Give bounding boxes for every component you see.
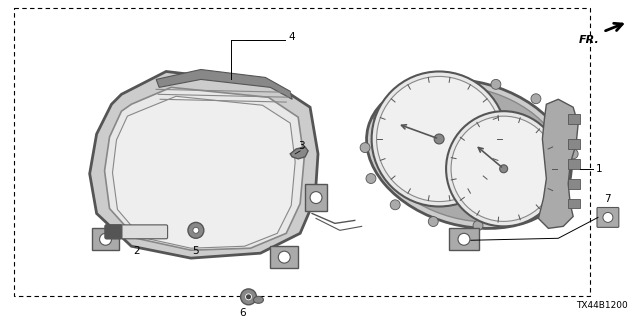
Circle shape [376, 76, 502, 202]
Text: 2: 2 [133, 246, 140, 256]
Circle shape [549, 190, 559, 200]
Text: 4: 4 [288, 32, 295, 42]
Circle shape [188, 222, 204, 238]
Ellipse shape [374, 86, 564, 222]
Polygon shape [113, 96, 295, 248]
FancyBboxPatch shape [568, 139, 580, 149]
FancyBboxPatch shape [105, 225, 122, 239]
Circle shape [446, 78, 456, 88]
Circle shape [451, 116, 556, 221]
FancyBboxPatch shape [568, 114, 580, 124]
Circle shape [310, 192, 322, 204]
Text: 6: 6 [239, 308, 246, 318]
Text: 7: 7 [605, 194, 611, 204]
Text: 1: 1 [596, 164, 603, 174]
Circle shape [434, 134, 444, 144]
Circle shape [568, 149, 578, 159]
Text: 3: 3 [298, 141, 305, 151]
Circle shape [446, 111, 561, 226]
Text: 5: 5 [193, 246, 199, 256]
Circle shape [366, 173, 376, 183]
Circle shape [390, 200, 400, 210]
FancyBboxPatch shape [568, 179, 580, 188]
Text: FR.: FR. [579, 35, 600, 45]
Polygon shape [104, 87, 304, 250]
Circle shape [516, 211, 526, 221]
FancyBboxPatch shape [105, 225, 168, 239]
Circle shape [278, 251, 290, 263]
Circle shape [246, 294, 252, 300]
Circle shape [491, 79, 501, 89]
Circle shape [428, 217, 438, 227]
Circle shape [559, 118, 568, 128]
FancyBboxPatch shape [568, 199, 580, 209]
Circle shape [372, 71, 507, 206]
Polygon shape [90, 71, 318, 258]
Circle shape [531, 94, 541, 104]
Circle shape [100, 233, 111, 245]
Circle shape [360, 143, 370, 153]
Circle shape [603, 212, 613, 222]
Text: TX44B1200: TX44B1200 [576, 301, 628, 310]
Ellipse shape [367, 79, 572, 228]
Circle shape [374, 113, 383, 123]
Circle shape [404, 90, 414, 100]
FancyBboxPatch shape [305, 184, 327, 212]
Circle shape [193, 227, 199, 233]
FancyBboxPatch shape [449, 228, 479, 250]
Circle shape [458, 233, 470, 245]
Ellipse shape [253, 296, 264, 303]
Circle shape [241, 289, 257, 305]
FancyBboxPatch shape [568, 159, 580, 169]
Polygon shape [156, 69, 292, 99]
FancyBboxPatch shape [597, 207, 619, 227]
Circle shape [473, 220, 483, 230]
Polygon shape [538, 99, 578, 228]
Polygon shape [290, 147, 308, 159]
Circle shape [500, 165, 508, 173]
FancyBboxPatch shape [92, 228, 120, 250]
FancyBboxPatch shape [270, 246, 298, 268]
